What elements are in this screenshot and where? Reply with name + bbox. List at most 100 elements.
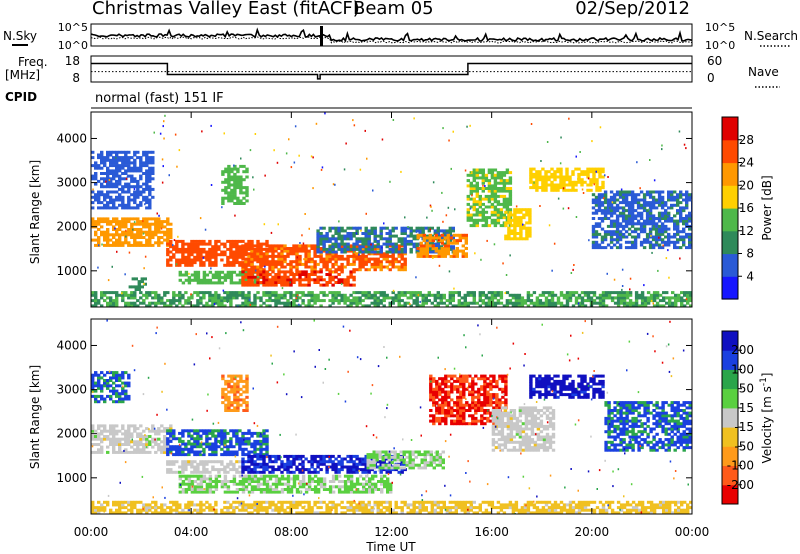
heatmap-cell bbox=[236, 385, 240, 389]
heatmap-cell bbox=[226, 465, 230, 469]
heatmap-cell bbox=[538, 170, 542, 174]
heatmap-speckle bbox=[295, 297, 298, 300]
heatmap-cell bbox=[600, 211, 605, 215]
heatmap-cell bbox=[334, 252, 338, 256]
heatmap-cell bbox=[670, 217, 674, 220]
heatmap-cell bbox=[364, 291, 368, 295]
heatmap-cell bbox=[660, 217, 665, 220]
heatmap-cell bbox=[187, 439, 191, 443]
heatmap-cell bbox=[221, 196, 225, 200]
heatmap-cell bbox=[106, 233, 110, 237]
heatmap-cell bbox=[636, 235, 641, 239]
heatmap-cell bbox=[169, 230, 173, 234]
heatmap-cell bbox=[236, 186, 240, 190]
heatmap-cell bbox=[112, 156, 116, 160]
heatmap-cell bbox=[526, 291, 531, 295]
heatmap-cell bbox=[250, 239, 254, 243]
heatmap-cell bbox=[301, 247, 305, 250]
heatmap-cell bbox=[205, 281, 210, 285]
heatmap-cell bbox=[373, 239, 377, 243]
heatmap-cell bbox=[541, 291, 546, 295]
heatmap-cell bbox=[169, 222, 173, 226]
heatmap-cell bbox=[250, 278, 254, 282]
heatmap-cell bbox=[124, 437, 128, 441]
heatmap-cell bbox=[160, 440, 164, 444]
heatmap-cell bbox=[469, 184, 473, 188]
heatmap-cell bbox=[145, 238, 149, 242]
heatmap-cell bbox=[325, 237, 329, 241]
heatmap-cell bbox=[361, 257, 365, 261]
heatmap-cell bbox=[259, 453, 263, 457]
heatmap-cell bbox=[615, 214, 620, 218]
heatmap-cell bbox=[100, 225, 104, 229]
heatmap-cell bbox=[379, 293, 383, 297]
heatmap-cell bbox=[624, 230, 629, 234]
heatmap-cell bbox=[118, 379, 122, 382]
heatmap-cell bbox=[508, 189, 513, 193]
heatmap-cell bbox=[163, 291, 167, 295]
heatmap-cell bbox=[688, 240, 692, 244]
heatmap-cell bbox=[434, 233, 438, 237]
heatmap-cell bbox=[618, 222, 623, 226]
heatmap-cell bbox=[244, 265, 248, 269]
heatmap-cell bbox=[565, 183, 569, 187]
heatmap-cell bbox=[601, 175, 605, 179]
heatmap-cell bbox=[496, 208, 501, 212]
heatmap-cell bbox=[100, 217, 104, 221]
heatmap-cell bbox=[559, 170, 563, 174]
heatmap-cell bbox=[376, 301, 380, 305]
heatmap-cell bbox=[343, 250, 347, 254]
heatmap-cell bbox=[241, 301, 245, 305]
heatmap-cell bbox=[187, 453, 191, 457]
heatmap-cell bbox=[250, 445, 254, 449]
heatmap-cell bbox=[115, 190, 119, 194]
heatmap-cell bbox=[193, 304, 197, 307]
heatmap-cell bbox=[415, 296, 419, 300]
heatmap-cell bbox=[422, 233, 426, 237]
heatmap-cell bbox=[193, 490, 198, 494]
heatmap-cell bbox=[154, 293, 158, 297]
heatmap-cell bbox=[449, 254, 453, 258]
heatmap-cell bbox=[142, 161, 146, 165]
heatmap-cell bbox=[253, 247, 257, 251]
heatmap-cell bbox=[190, 253, 194, 257]
heatmap-cell bbox=[562, 188, 566, 192]
heatmap-cell bbox=[337, 226, 341, 230]
heatmap-cell bbox=[559, 291, 564, 295]
heatmap-cell bbox=[181, 450, 185, 454]
heatmap-cell bbox=[94, 193, 98, 197]
heatmap-cell bbox=[601, 296, 606, 300]
heatmap-cell bbox=[239, 374, 243, 378]
heatmap-cell bbox=[130, 304, 134, 307]
heatmap-cell bbox=[598, 301, 603, 305]
heatmap-cell bbox=[193, 437, 197, 441]
heatmap-cell bbox=[259, 265, 263, 269]
heatmap-cell bbox=[202, 270, 207, 274]
heatmap-cell bbox=[244, 439, 248, 443]
heatmap-speckle bbox=[126, 175, 129, 178]
heatmap-cell bbox=[612, 211, 617, 215]
heatmap-speckle bbox=[419, 300, 421, 303]
heatmap-cell bbox=[538, 178, 542, 182]
heatmap-cell bbox=[364, 470, 368, 474]
heatmap-cell bbox=[160, 424, 164, 428]
heatmap-cell bbox=[508, 202, 513, 206]
heatmap-cell bbox=[229, 250, 233, 254]
heatmap-cell bbox=[615, 209, 620, 213]
heatmap-cell bbox=[124, 182, 128, 186]
heatmap-cell bbox=[307, 265, 311, 269]
heatmap-cell bbox=[238, 261, 242, 265]
heatmap-cell bbox=[448, 232, 452, 235]
heatmap-cell bbox=[472, 197, 476, 201]
heatmap-cell bbox=[373, 293, 377, 297]
heatmap-cell bbox=[654, 222, 659, 226]
heatmap-cell bbox=[621, 232, 626, 236]
heatmap-speckle bbox=[372, 189, 374, 192]
heatmap-cell bbox=[265, 447, 269, 451]
velocity-heatmap-cells bbox=[91, 319, 692, 514]
heatmap-cell bbox=[187, 245, 191, 249]
heatmap-cell bbox=[382, 252, 386, 256]
heatmap-cell bbox=[505, 197, 510, 201]
heatmap-cell bbox=[448, 296, 452, 300]
heatmap-cell bbox=[526, 296, 531, 300]
